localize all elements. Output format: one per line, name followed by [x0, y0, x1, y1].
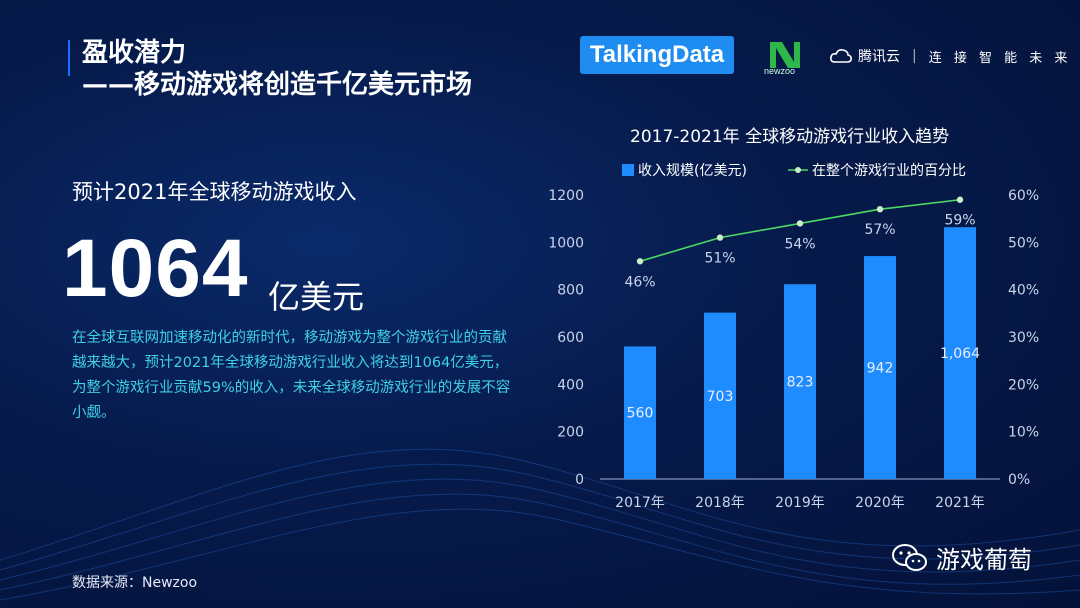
percentage-label: 51% — [704, 251, 735, 267]
percentage-point — [716, 234, 724, 241]
description-paragraph: 在全球互联网加速移动化的新时代，移动游戏为整个游戏行业的贡献越来越大，预计202… — [72, 330, 511, 421]
x-tick-label: 2017年 — [615, 495, 665, 511]
y-right-tick-label: 10% — [1008, 425, 1039, 441]
wechat-icon — [892, 543, 927, 571]
y-left-tick-label: 0 — [575, 472, 584, 488]
tencent-cloud-slogan: 连 接 智 能 未 来 — [928, 50, 1072, 66]
percentage-label: 57% — [864, 222, 895, 238]
page-title: 盈收潜力 — [82, 38, 187, 68]
bar-value-label: 823 — [787, 375, 814, 391]
x-tick-label: 2020年 — [855, 495, 905, 511]
wechat-account-name: 游戏葡萄 — [936, 546, 1032, 574]
bar-value-label: 942 — [867, 361, 894, 377]
x-tick-label: 2021年 — [935, 495, 985, 511]
chart-title: 2017-2021年 全球移动游戏行业收入趋势 — [630, 127, 950, 147]
tencent-cloud-name: 腾讯云 — [858, 49, 900, 65]
y-right-tick-label: 20% — [1008, 377, 1039, 393]
bar-value-label: 703 — [707, 389, 734, 405]
bar-2017年 — [624, 346, 656, 479]
y-left-tick-label: 1200 — [548, 188, 584, 204]
legend-line-marker — [795, 167, 801, 173]
y-left-tick-label: 800 — [557, 283, 584, 299]
y-right-tick-label: 40% — [1008, 283, 1039, 299]
y-right-tick-label: 30% — [1008, 330, 1039, 346]
y-right-tick-label: 50% — [1008, 235, 1039, 251]
y-left-tick-label: 400 — [557, 377, 584, 393]
bar-2020年 — [864, 256, 896, 479]
logo-separator: | — [912, 48, 917, 64]
revenue-chart: 收入规模(亿美元) 在整个游戏行业的百分比 0 200 400 600 800 1000 120… — [548, 163, 1039, 511]
legend-bar-label: 收入规模(亿美元) — [638, 163, 747, 179]
percentage-label: 54% — [784, 236, 815, 252]
percentage-point — [956, 196, 964, 203]
revenue-subheading: 预计2021年全球移动游戏收入 — [72, 180, 357, 204]
y-right-tick-label: 60% — [1008, 188, 1039, 204]
page-subtitle: ——移动游戏将创造千亿美元市场 — [82, 70, 473, 100]
y-left-tick-label: 600 — [557, 330, 584, 346]
newzoo-logo-icon — [770, 42, 800, 68]
y-left-tick-label: 1000 — [548, 235, 584, 251]
x-tick-label: 2018年 — [695, 495, 745, 511]
title-accent-bar — [68, 40, 70, 76]
percentage-point — [796, 220, 804, 227]
cloud-icon — [830, 49, 852, 63]
revenue-unit: 亿美元 — [268, 278, 365, 316]
y-left-tick-label: 200 — [557, 425, 584, 441]
bar-2021年 — [944, 227, 976, 479]
x-tick-label: 2019年 — [775, 495, 825, 511]
legend-line-label: 在整个游戏行业的百分比 — [812, 163, 966, 179]
bar-2018年 — [704, 312, 736, 479]
revenue-big-number: 1064 — [62, 223, 249, 314]
percentage-label: 59% — [944, 213, 975, 229]
percentage-point — [636, 258, 644, 265]
wechat-account: 游戏葡萄 — [892, 540, 1032, 575]
newzoo-logo-text: newzoo — [764, 66, 796, 76]
bar-value-label: 1,064 — [940, 346, 980, 362]
talkingdata-logo: TalkingData — [580, 36, 734, 74]
data-source: 数据来源：Newzoo — [72, 575, 198, 591]
legend-bar-swatch — [622, 164, 634, 176]
bar-value-label: 560 — [627, 406, 654, 422]
y-right-tick-label: 0% — [1008, 472, 1030, 488]
percentage-label: 46% — [624, 274, 655, 290]
decorative-waves — [0, 448, 1080, 601]
percentage-point — [876, 206, 884, 213]
tencent-cloud-logo: 腾讯云 | 连 接 智 能 未 来 — [830, 46, 1071, 66]
bar-2019年 — [784, 284, 816, 479]
